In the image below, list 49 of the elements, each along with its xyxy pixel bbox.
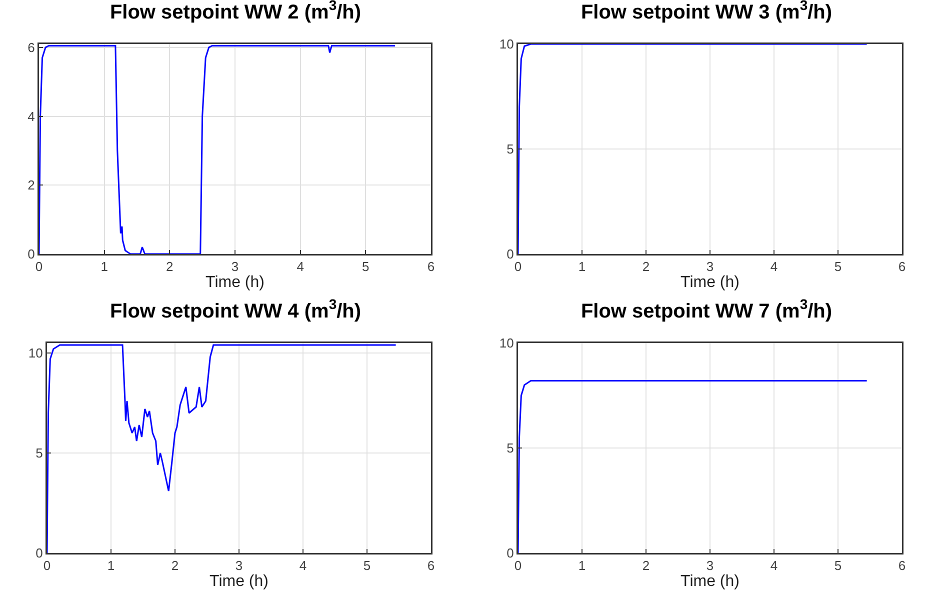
y-tick-label: 5 [506,440,514,456]
x-tick-label: 1 [578,259,586,274]
x-tick-label: 2 [642,259,650,274]
x-tick-label: 4 [770,558,778,574]
chart-title: Flow setpoint WW 4 (m$^{3}$/h) [110,296,362,322]
y-tick-label: 0 [506,546,514,561]
chart-title: Flow setpoint WW 7 (m$^{3}$/h) [580,296,832,322]
x-tick-label: 6 [427,558,435,574]
y-tick-label: 10 [28,346,43,361]
y-tick-label: 10 [499,36,514,52]
x-tick-label: 1 [100,259,108,274]
x-tick-label: 5 [834,259,842,274]
line-series [47,344,397,553]
x-tick-label: 3 [231,259,239,274]
y-tick-label: 2 [28,178,35,193]
x-tick-label: 3 [706,259,714,274]
x-tick-label: 5 [362,259,370,274]
x-axis-title: Time (h) [206,274,264,292]
x-tick-label: 3 [235,558,243,574]
x-tick-label: 2 [642,558,650,574]
x-tick-label: 4 [770,259,778,274]
x-axis-title: Time (h) [210,573,268,590]
x-axis-title: Time (h) [680,573,740,590]
x-tick-label: 6 [898,558,906,574]
x-tick-label: 2 [171,558,179,574]
y-tick-label: 0 [36,546,43,561]
chart-title: Flow setpoint WW 2 (m$^{3}$/h) [110,0,362,24]
y-tick-label: 10 [499,336,514,351]
x-axis-title: Time (h) [680,274,740,292]
x-tick-label: 4 [296,259,304,274]
y-tick-label: 6 [28,40,35,55]
line-series [518,44,868,254]
x-tick-label: 1 [578,558,586,574]
x-tick-label: 5 [834,558,842,574]
x-tick-label: 6 [898,259,906,274]
chart-title: Flow setpoint WW 3 (m$^{3}$/h) [580,0,832,24]
x-tick-label: 6 [427,259,435,274]
y-tick-label: 5 [506,142,514,157]
y-tick-label: 0 [28,246,35,262]
line-series [518,380,868,553]
x-tick-label: 1 [107,558,115,574]
x-tick-label: 3 [706,558,714,574]
x-tick-label: 5 [363,558,371,574]
line-series [39,44,396,254]
y-tick-label: 5 [36,446,43,461]
y-tick-label: 0 [506,246,514,262]
x-tick-label: 2 [166,259,174,274]
x-tick-label: 4 [299,558,307,574]
y-tick-label: 4 [28,108,35,124]
